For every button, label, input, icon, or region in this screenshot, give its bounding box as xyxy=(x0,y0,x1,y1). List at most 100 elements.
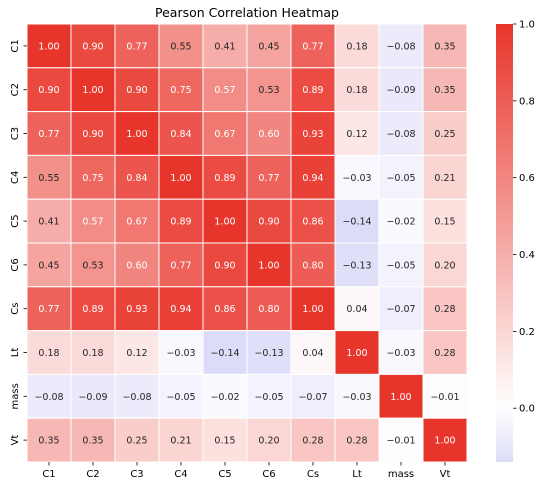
cell-value-label: 0.55 xyxy=(38,173,59,184)
heatmap-cell xyxy=(158,286,204,332)
cell-value-label: −0.14 xyxy=(342,217,371,228)
heatmap-cell xyxy=(246,286,292,332)
heatmap-cell xyxy=(290,198,336,244)
heatmap-cell xyxy=(246,23,292,69)
colorbar-tick-label: 0.2 xyxy=(519,327,535,338)
y-tick-label: Vt xyxy=(10,435,21,446)
heatmap-cell xyxy=(290,67,336,113)
cell-value-label: 0.57 xyxy=(82,217,103,228)
heatmap-cell xyxy=(114,330,160,375)
cell-value-label: 1.00 xyxy=(258,260,279,271)
cell-value-label: 0.90 xyxy=(38,85,59,96)
cell-value-label: 0.86 xyxy=(214,304,235,315)
cell-value-label: −0.13 xyxy=(254,348,283,359)
cell-value-label: 0.20 xyxy=(258,436,279,447)
chart-title: Pearson Correlation Heatmap xyxy=(155,5,339,20)
heatmap-cell xyxy=(378,330,424,375)
cell-value-label: 0.86 xyxy=(302,217,323,228)
heatmap-cell xyxy=(422,67,468,113)
cell-value-label: 1.00 xyxy=(38,41,59,52)
cell-value-label: 0.41 xyxy=(38,217,59,228)
cell-value-label: −0.05 xyxy=(386,260,415,271)
cell-value-label: 0.41 xyxy=(214,41,235,52)
cell-value-label: 0.93 xyxy=(302,129,323,140)
heatmap-cell xyxy=(158,242,204,288)
cell-value-label: −0.02 xyxy=(386,217,415,228)
heatmap-cell xyxy=(158,67,204,113)
colorbar-tick-label: 0.8 xyxy=(519,96,535,107)
cell-value-label: −0.14 xyxy=(210,348,239,359)
cell-value-label: 0.53 xyxy=(82,260,103,271)
heatmap-cell xyxy=(246,330,292,375)
cell-value-label: 0.28 xyxy=(434,348,455,359)
heatmap-cell xyxy=(114,198,160,244)
heatmap-cell xyxy=(246,67,292,113)
cell-value-label: 0.35 xyxy=(38,436,59,447)
heatmap-cell xyxy=(334,330,380,375)
cell-value-label: 0.84 xyxy=(170,129,191,140)
heatmap-cell xyxy=(246,198,292,244)
cell-value-label: 0.55 xyxy=(170,41,191,52)
cell-value-label: 0.28 xyxy=(434,304,455,315)
x-tick-label: Vt xyxy=(440,469,451,480)
cell-value-label: 0.28 xyxy=(346,436,367,447)
y-tick-label: Lt xyxy=(10,348,21,358)
colorbar-gradient xyxy=(496,24,513,462)
heatmap-cell xyxy=(290,373,336,419)
heatmap-cell xyxy=(334,417,380,463)
cell-value-label: 0.04 xyxy=(346,304,367,315)
colorbar-tick-label: 0.6 xyxy=(519,173,535,184)
colorbar-tick-label: 0.4 xyxy=(519,250,535,261)
x-axis-ticks: C1 C2 C3 C4 C5 C6 Cs Lt mass Vt xyxy=(42,462,450,480)
cell-value-label: 0.77 xyxy=(126,41,147,52)
cell-value-label: −0.03 xyxy=(342,173,371,184)
heatmap-cell xyxy=(202,198,248,244)
heatmap-cell xyxy=(290,111,336,156)
cell-value-label: −0.13 xyxy=(342,260,371,271)
cell-value-label: 0.18 xyxy=(38,348,59,359)
heatmap-cell xyxy=(334,111,380,156)
cell-value-label: 0.67 xyxy=(214,129,235,140)
heatmap-cell xyxy=(202,417,248,463)
cell-value-label: 1.00 xyxy=(170,173,191,184)
heatmap-cells: 1.00 0.90 0.77 0.55 0.41 0.45 0.77 0.18 −0.08 0.3… xyxy=(26,23,468,463)
heatmap-cell xyxy=(70,111,116,156)
cell-value-label: 0.20 xyxy=(434,260,455,271)
cell-value-label: 1.00 xyxy=(126,129,147,140)
heatmap-cell xyxy=(422,286,468,332)
cell-value-label: 0.60 xyxy=(258,129,279,140)
cell-value-label: −0.02 xyxy=(210,392,239,403)
cell-value-label: 0.21 xyxy=(170,436,191,447)
cell-value-label: 1.00 xyxy=(346,348,367,359)
heatmap-cell xyxy=(70,23,116,69)
cell-value-label: 0.89 xyxy=(302,85,323,96)
cell-value-label: 0.90 xyxy=(126,85,147,96)
cell-value-label: 0.45 xyxy=(38,260,59,271)
y-tick-label: C5 xyxy=(10,214,21,227)
cell-value-label: −0.08 xyxy=(34,392,63,403)
heatmap-cell xyxy=(290,330,336,375)
cell-value-label: 0.57 xyxy=(214,85,235,96)
cell-value-label: −0.09 xyxy=(78,392,107,403)
colorbar: 0.0 0.2 0.4 0.6 0.8 1.0 xyxy=(496,20,535,462)
heatmap-cell xyxy=(422,154,468,200)
cell-value-label: −0.01 xyxy=(430,392,459,403)
cell-value-label: −0.09 xyxy=(386,85,415,96)
heatmap-cell xyxy=(26,286,72,332)
heatmap-cell xyxy=(378,373,424,419)
cell-value-label: 1.00 xyxy=(82,85,103,96)
cell-value-label: 0.18 xyxy=(82,348,103,359)
cell-value-label: 0.21 xyxy=(434,173,455,184)
heatmap-cell xyxy=(334,198,380,244)
heatmap-cell xyxy=(246,242,292,288)
cell-value-label: −0.05 xyxy=(386,173,415,184)
cell-value-label: −0.03 xyxy=(166,348,195,359)
heatmap-cell xyxy=(378,154,424,200)
x-tick-label: C6 xyxy=(262,469,275,480)
cell-value-label: 0.94 xyxy=(302,173,323,184)
heatmap-cell xyxy=(70,373,116,419)
cell-value-label: −0.08 xyxy=(122,392,151,403)
cell-value-label: 0.35 xyxy=(434,41,455,52)
heatmap-cell xyxy=(202,242,248,288)
cell-value-label: 0.18 xyxy=(346,85,367,96)
